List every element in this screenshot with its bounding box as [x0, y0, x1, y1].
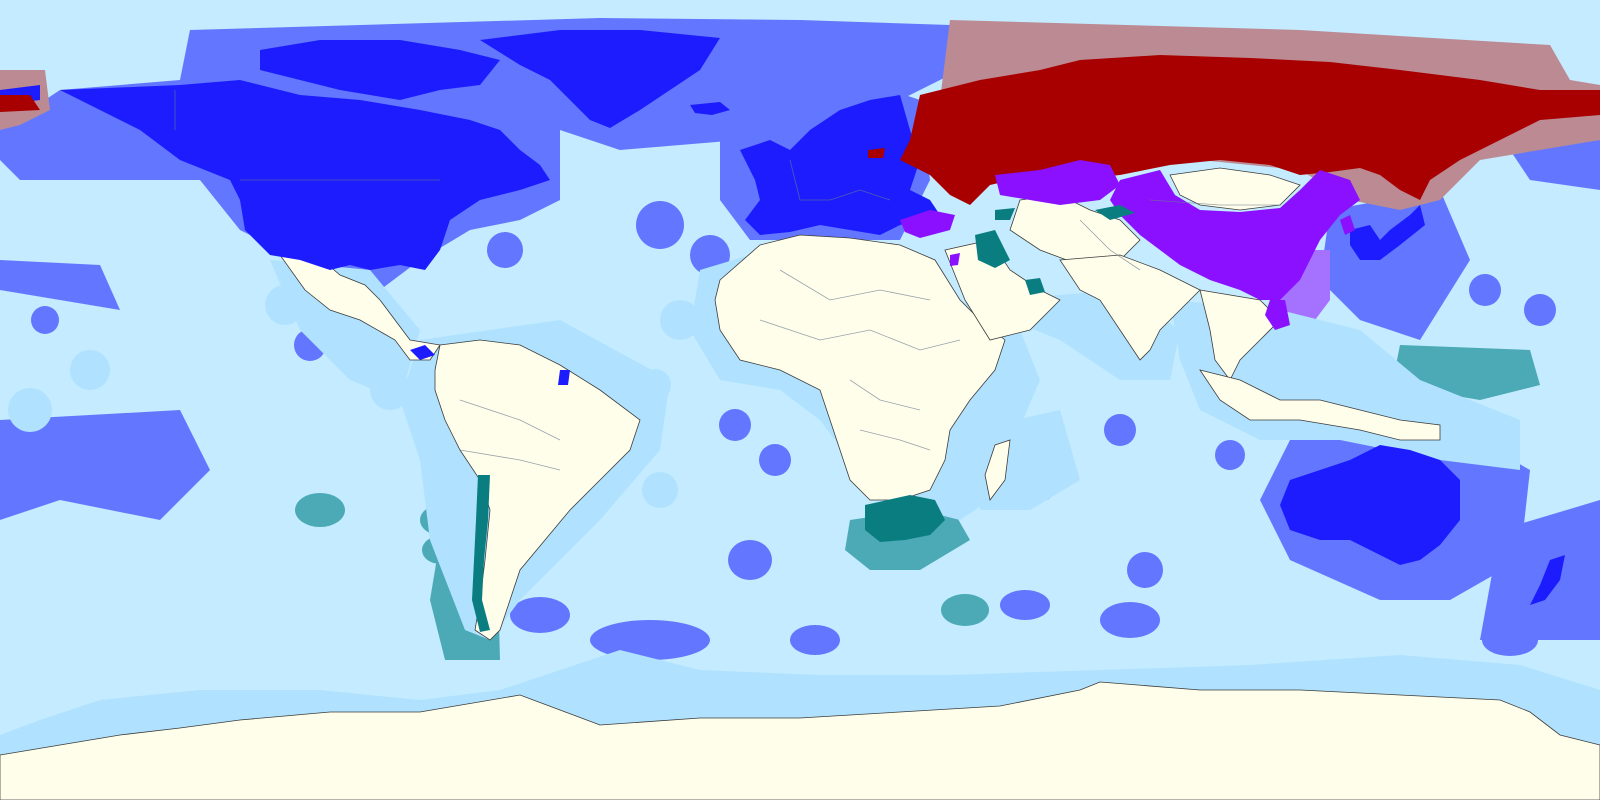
- island-eez: [719, 409, 751, 441]
- island-eez: [1469, 274, 1501, 306]
- iceland: [690, 102, 730, 115]
- chile: [472, 475, 490, 632]
- iraq: [975, 230, 1010, 268]
- border-line: [859, 429, 931, 451]
- kazakhstan: [995, 160, 1120, 205]
- laos-vietnam: [1265, 300, 1290, 330]
- island-eez: [642, 472, 678, 508]
- central-america-eez: [270, 260, 420, 400]
- island-eez: [487, 232, 523, 268]
- island-eez: [1104, 414, 1136, 446]
- island-eez: [759, 444, 791, 476]
- kaliningrad: [868, 148, 885, 158]
- southeast-asia: [1199, 289, 1281, 381]
- border-line: [759, 319, 961, 351]
- island-eez: [1000, 590, 1050, 620]
- island-eez: [1100, 602, 1160, 638]
- new-zealand: [1530, 555, 1565, 605]
- island-eez: [660, 300, 700, 340]
- border-line: [1149, 199, 1280, 206]
- china-bloc-land: [900, 160, 1360, 330]
- island-eez: [370, 370, 410, 410]
- island-eez: [1127, 552, 1163, 588]
- island-eez: [639, 369, 671, 401]
- border-line: [459, 449, 561, 471]
- indonesia: [1199, 369, 1441, 441]
- border-line: [789, 159, 891, 201]
- georgia: [995, 208, 1015, 220]
- land-layer: [0, 30, 1600, 800]
- island-eez: [31, 306, 59, 334]
- hawaii-eez: [0, 260, 120, 310]
- island-eez: [510, 597, 570, 633]
- partners-land: [472, 205, 1135, 632]
- south-africa: [865, 495, 945, 542]
- japan-korea: [1350, 205, 1425, 260]
- border-line: [779, 269, 931, 301]
- syria: [950, 253, 960, 266]
- bering-eez-east: [1510, 140, 1600, 190]
- greenland: [480, 30, 720, 128]
- antarctica: [0, 681, 1600, 800]
- russia-far-east-wrap: [0, 95, 40, 112]
- western-bloc-land: [0, 30, 1565, 605]
- africa: [714, 234, 1006, 501]
- island-eez: [728, 540, 772, 580]
- canadian-arctic-islands: [260, 40, 500, 100]
- island-eez: [636, 201, 684, 249]
- sa-island-eez: [941, 594, 989, 626]
- china: [1110, 170, 1360, 300]
- island-eez: [1482, 624, 1538, 656]
- border-line: [849, 379, 921, 411]
- french-guiana: [558, 370, 570, 385]
- border-line: [459, 399, 561, 441]
- north-korea: [1340, 215, 1355, 235]
- island-eez: [265, 285, 305, 325]
- belarus-region: [900, 210, 955, 238]
- south-asia: [1059, 254, 1201, 361]
- island-eez: [790, 625, 840, 655]
- uae-qatar: [1025, 278, 1045, 295]
- madagascar: [984, 439, 1011, 501]
- island-eez: [70, 350, 110, 390]
- central-america: [279, 254, 441, 361]
- island-eez: [8, 388, 52, 432]
- panama-costa-rica: [410, 345, 435, 360]
- east-asia-eez: [1320, 190, 1470, 340]
- kyrgyzstan: [1095, 205, 1135, 220]
- new-zealand-eez: [1480, 500, 1600, 640]
- australia: [1280, 445, 1460, 565]
- island-eez: [1215, 440, 1245, 470]
- island-eez: [1524, 294, 1556, 326]
- unaligned-land: [0, 167, 1600, 800]
- chile-island-eez: [295, 493, 345, 527]
- south-america: [434, 339, 641, 641]
- border-line: [1079, 219, 1141, 271]
- borders-layer: [174, 90, 1280, 471]
- north-america: [60, 80, 550, 270]
- pacific-islands-eez: [0, 410, 210, 520]
